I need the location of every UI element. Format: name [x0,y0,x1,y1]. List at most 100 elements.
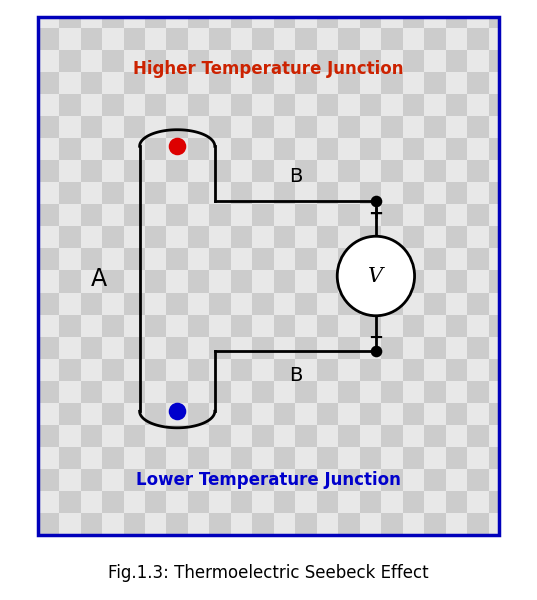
Bar [59,226,81,248]
Bar [38,425,59,447]
Bar [124,28,145,50]
Bar [209,182,231,204]
Bar [252,514,274,535]
Bar [59,248,81,271]
Bar [209,337,231,359]
Bar [446,116,467,138]
Bar [81,72,102,94]
Bar [231,447,252,469]
Bar [59,182,81,204]
Bar [81,514,102,535]
Bar [274,425,295,447]
Bar [403,248,424,271]
Bar [317,293,338,314]
Bar [166,138,188,160]
Bar [145,17,166,28]
Bar [381,491,403,514]
Bar [295,381,317,403]
Bar [59,293,81,314]
Bar [317,337,338,359]
Bar [59,116,81,138]
Bar [145,138,166,160]
Bar [338,116,360,138]
Text: V: V [368,266,383,286]
Bar [360,116,381,138]
Bar [166,359,188,381]
Bar [360,514,381,535]
Bar [38,182,59,204]
Bar [209,116,231,138]
Bar [252,226,274,248]
Bar [81,160,102,182]
Bar [124,17,145,28]
Bar [124,226,145,248]
Bar [317,138,338,160]
Bar [102,50,124,72]
Bar [360,403,381,425]
Bar [38,314,59,337]
Bar [209,226,231,248]
Bar [38,337,59,359]
Bar [424,514,446,535]
Bar [338,359,360,381]
Bar [424,271,446,293]
Bar [145,271,166,293]
Bar [360,226,381,248]
Bar [102,337,124,359]
Bar [317,72,338,94]
Bar [38,116,59,138]
Bar [166,116,188,138]
Bar [424,116,446,138]
Bar [317,182,338,204]
Bar [252,17,274,28]
Bar [124,138,145,160]
Bar [467,381,489,403]
Bar [338,337,360,359]
Bar [403,28,424,50]
Bar [403,138,424,160]
Bar [188,314,209,337]
Bar [317,17,338,28]
Bar [424,425,446,447]
Bar [145,447,166,469]
Bar [252,182,274,204]
Bar [59,359,81,381]
Bar [102,94,124,116]
Bar [145,491,166,514]
Bar [381,72,403,94]
Bar [403,94,424,116]
Bar [446,514,467,535]
Bar [446,226,467,248]
Bar [489,337,499,359]
Bar [381,248,403,271]
Bar [188,116,209,138]
Bar [403,514,424,535]
Bar [209,94,231,116]
Bar [145,403,166,425]
Bar [295,94,317,116]
Bar [38,94,59,116]
Bar [274,314,295,337]
Bar [403,72,424,94]
Bar [274,403,295,425]
Bar [317,314,338,337]
Bar [424,17,446,28]
Bar [467,359,489,381]
Bar [102,28,124,50]
Bar [295,403,317,425]
Bar [338,514,360,535]
Bar [381,314,403,337]
Bar [295,469,317,491]
Bar [102,403,124,425]
Bar [446,491,467,514]
Bar [489,138,499,160]
Bar [360,293,381,314]
Bar [59,491,81,514]
Bar [338,72,360,94]
Bar [231,116,252,138]
Bar [145,116,166,138]
Bar [124,314,145,337]
Bar [489,50,499,72]
Bar [209,293,231,314]
Bar [467,491,489,514]
